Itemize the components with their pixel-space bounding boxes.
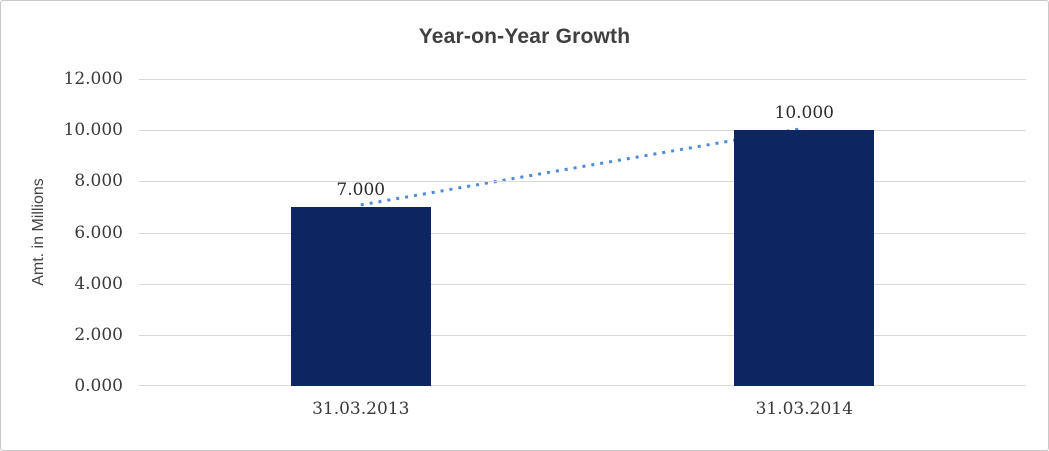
- bar-data-label: 10.000: [774, 103, 834, 124]
- y-tick-label: 12.000: [63, 69, 123, 89]
- gridline: [139, 181, 1026, 182]
- y-tick-label: 4.000: [74, 273, 123, 294]
- y-tick-label: 8.000: [74, 171, 123, 192]
- x-tick-label: 31.03.2014: [755, 399, 853, 419]
- y-tick-label: 0.000: [74, 376, 123, 396]
- gridline: [139, 284, 1026, 285]
- bar-data-label: 7.000: [336, 179, 386, 200]
- gridline: [139, 79, 1026, 80]
- y-tick-label: 10.000: [63, 120, 123, 141]
- plot-area: 7.000 10.000: [139, 79, 1026, 386]
- gridline: [139, 233, 1026, 234]
- x-tick-label: 31.03.2013: [312, 399, 410, 419]
- gridline: [139, 335, 1026, 336]
- trendline: [360, 126, 805, 207]
- gridline: [139, 385, 1026, 386]
- y-tick-label: 2.000: [74, 324, 123, 345]
- gridline: [139, 130, 1026, 131]
- bar-31.03.2014: [734, 130, 875, 386]
- bar-31.03.2013: [290, 206, 431, 386]
- y-tick-label: 6.000: [74, 222, 123, 243]
- chart-title: Year-on-Year Growth: [418, 25, 631, 48]
